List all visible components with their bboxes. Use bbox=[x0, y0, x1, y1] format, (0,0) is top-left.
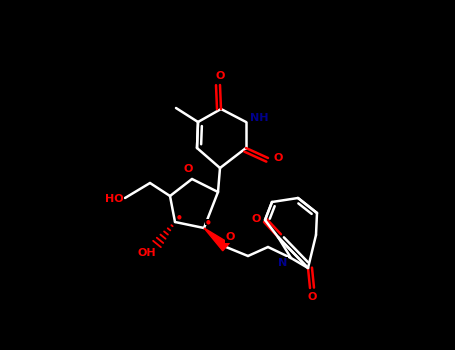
Text: O: O bbox=[251, 214, 261, 224]
Text: ●: ● bbox=[206, 219, 210, 224]
Polygon shape bbox=[204, 228, 229, 251]
Text: OH: OH bbox=[138, 248, 157, 258]
Text: O: O bbox=[307, 292, 317, 302]
Text: HO: HO bbox=[105, 194, 123, 204]
Text: N: N bbox=[278, 258, 288, 268]
Text: O: O bbox=[183, 164, 192, 174]
Text: O: O bbox=[215, 71, 225, 81]
Text: ●: ● bbox=[177, 215, 182, 219]
Text: NH: NH bbox=[250, 113, 268, 123]
Text: O: O bbox=[225, 232, 235, 242]
Text: O: O bbox=[273, 153, 283, 163]
